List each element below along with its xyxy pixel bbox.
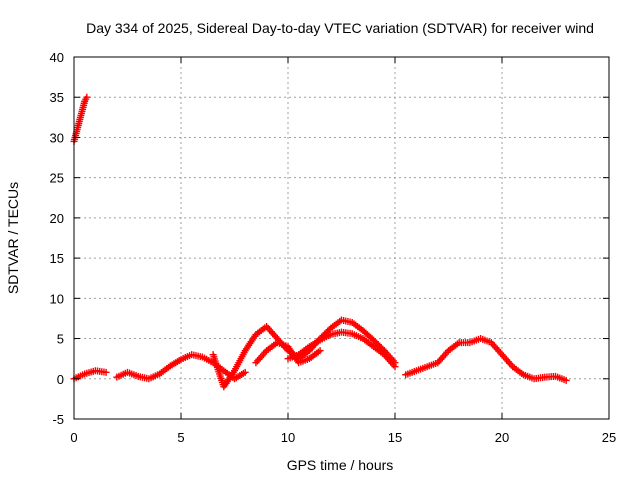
x-axis-label: GPS time / hours xyxy=(287,457,394,473)
data-marks xyxy=(70,93,570,391)
axis-ticks: 0 5 10 15 20 25 -5 0 5 10 15 20 25 30 35 40 xyxy=(50,50,617,445)
grid-lines xyxy=(74,57,609,419)
series-arc-3 xyxy=(209,316,399,391)
data-point xyxy=(316,347,324,355)
series-arc-6 xyxy=(252,339,324,367)
series-arc-4 xyxy=(284,328,399,371)
plot-frame xyxy=(73,56,610,420)
x-tick-label: 5 xyxy=(177,430,184,445)
chart-title: Day 334 of 2025, Sidereal Day-to-day VTE… xyxy=(86,20,594,36)
data-point xyxy=(241,368,249,376)
data-point xyxy=(83,93,91,101)
y-tick-label: 35 xyxy=(50,90,64,105)
y-tick-label: 30 xyxy=(50,130,64,145)
data-point xyxy=(391,363,399,371)
data-point xyxy=(102,368,110,376)
y-tick-label: 40 xyxy=(50,50,64,65)
y-axis-label: SDTVAR / TECUs xyxy=(5,182,21,294)
series-arc-5 xyxy=(402,335,570,384)
y-tick-label: -5 xyxy=(52,412,64,427)
x-tick-label: 0 xyxy=(70,430,77,445)
data-point xyxy=(562,376,570,384)
y-tick-label: 25 xyxy=(50,171,64,186)
y-tick-label: 20 xyxy=(50,211,64,226)
y-tick-label: 10 xyxy=(50,291,64,306)
x-tick-label: 20 xyxy=(495,430,509,445)
y-tick-label: 5 xyxy=(57,332,64,347)
x-tick-label: 15 xyxy=(388,430,402,445)
y-tick-label: 0 xyxy=(57,372,64,387)
series-arc-1 xyxy=(70,367,110,383)
x-tick-label: 10 xyxy=(281,430,295,445)
x-tick-label: 25 xyxy=(602,430,616,445)
y-tick-label: 15 xyxy=(50,251,64,266)
